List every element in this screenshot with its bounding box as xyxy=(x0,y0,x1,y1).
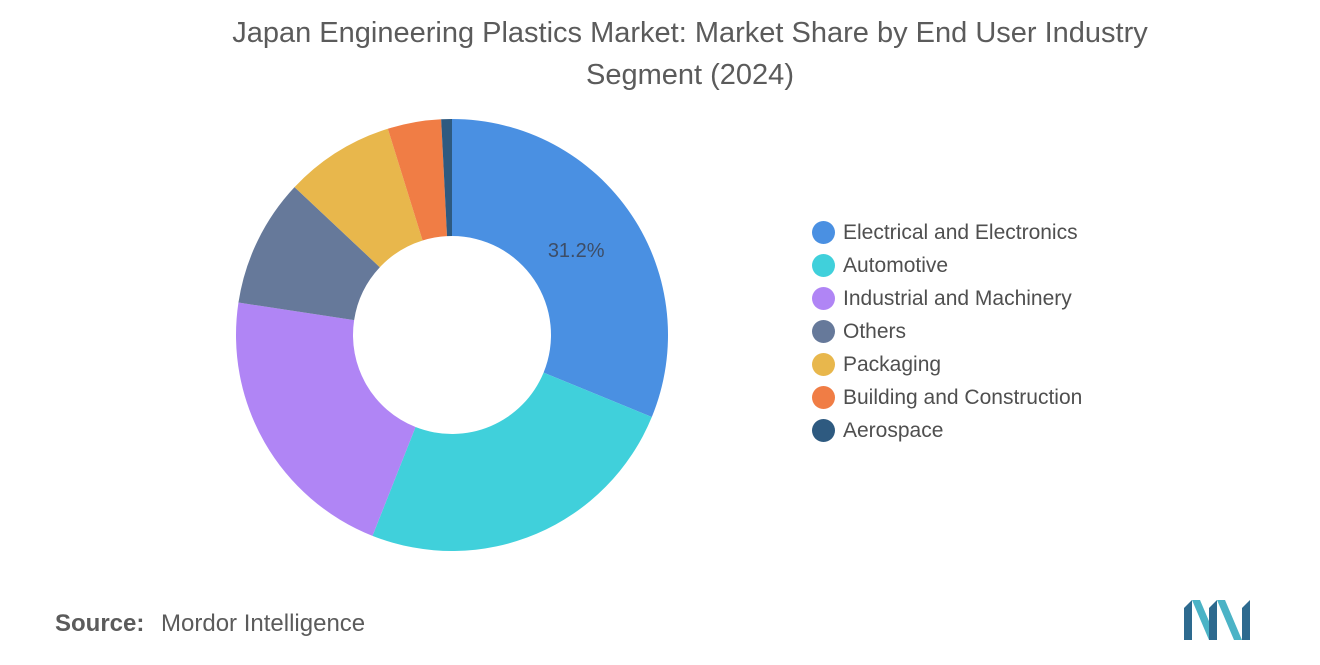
donut-chart: 31.2% xyxy=(235,119,668,551)
slice-building-and-construction xyxy=(387,119,448,241)
slice-packaging xyxy=(294,128,423,268)
chart-title: Japan Engineering Plastics Market: Marke… xyxy=(232,17,1148,91)
logo-right-diagonal xyxy=(1217,600,1242,640)
legend-swatch-icon xyxy=(812,353,835,376)
logo-left-bar xyxy=(1184,600,1192,640)
data-label-electrical-and-electronics: 31.2% xyxy=(548,240,605,262)
legend-swatch-icon xyxy=(812,254,835,277)
legend-label: Others xyxy=(843,319,907,343)
legend-item-automotive: Automotive xyxy=(812,249,1082,282)
donut-slices xyxy=(235,119,668,551)
legend-swatch-icon xyxy=(812,386,835,409)
chart-legend: Electrical and Electronics Automotive Indu… xyxy=(812,216,1082,447)
slice-others xyxy=(238,187,380,321)
logo-right-bar xyxy=(1242,600,1250,640)
legend-item-industrial-and-machinery: Industrial and Machinery xyxy=(812,282,1082,315)
legend-swatch-icon xyxy=(812,320,835,343)
legend-swatch-icon xyxy=(812,419,835,442)
source-value: Mordor Intelligence xyxy=(161,610,366,637)
legend-label: Aerospace xyxy=(843,418,944,442)
legend-swatch-icon xyxy=(812,287,835,310)
slice-industrial-and-machinery xyxy=(235,302,416,536)
source-note: Source: Mordor Intelligence xyxy=(55,610,365,638)
logo-middle-bar xyxy=(1209,600,1217,640)
legend-label: Packaging xyxy=(843,352,942,376)
source-label: Source: xyxy=(55,610,145,637)
legend-item-building-and-construction: Building and Construction xyxy=(812,381,1082,414)
legend-label: Automotive xyxy=(843,253,949,277)
legend-label: Electrical and Electronics xyxy=(843,220,1078,244)
slice-automotive xyxy=(372,372,652,551)
slice-aerospace xyxy=(441,119,452,237)
legend-item-others: Others xyxy=(812,315,1082,348)
legend-item-electrical-and-electronics: Electrical and Electronics xyxy=(812,216,1082,249)
legend-item-packaging: Packaging xyxy=(812,348,1082,381)
legend-item-aerospace: Aerospace xyxy=(812,414,1082,447)
mordor-intelligence-logo-icon xyxy=(1184,600,1250,640)
legend-label: Industrial and Machinery xyxy=(843,286,1072,310)
legend-label: Building and Construction xyxy=(843,385,1083,409)
donut-data-labels: 31.2% xyxy=(548,240,605,262)
slice-electrical-and-electronics xyxy=(452,119,668,418)
legend-swatch-icon xyxy=(812,221,835,244)
